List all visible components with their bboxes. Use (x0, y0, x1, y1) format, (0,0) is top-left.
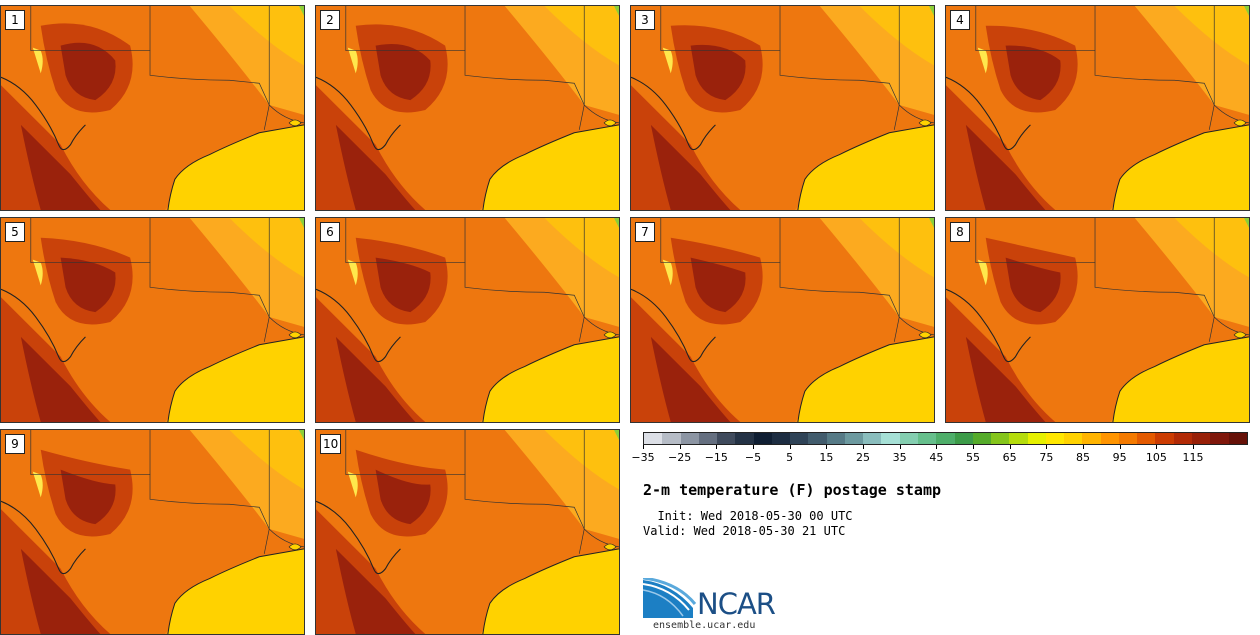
colorbar-tick (716, 445, 718, 449)
colorbar-cell (1082, 433, 1101, 444)
colorbar-cell (1210, 433, 1229, 444)
colorbar-cell (680, 433, 699, 444)
stamp-panel: 6 (315, 217, 620, 423)
stamp-number: 10 (320, 434, 342, 454)
colorbar-cell (1137, 433, 1156, 444)
colorbar-tick (1119, 445, 1121, 449)
stamp-number: 1 (5, 10, 25, 30)
stamp-panel: 4 (945, 5, 1250, 211)
colorbar-cell (917, 433, 937, 444)
colorbar-tick-label: 5 (786, 451, 794, 464)
colorbar-tick (753, 445, 754, 449)
colorbar-tick (826, 445, 828, 449)
logo-text: NCAR (697, 587, 776, 621)
stamp-panel: 2 (315, 5, 620, 211)
plot-title: 2-m temperature (F) postage stamp (643, 481, 942, 499)
colorbar-cell (753, 433, 772, 444)
colorbar-cell (954, 433, 973, 444)
colorbar-tick-label: −15 (704, 451, 728, 464)
colorbar-tick-label: 85 (1076, 451, 1090, 464)
stamp-panel: 9 (0, 429, 305, 635)
stamp-number: 8 (950, 222, 970, 242)
colorbar-tick (973, 445, 974, 449)
colorbar-cell (662, 433, 681, 444)
colorbar-tick-label: 65 (1002, 451, 1017, 464)
colorbar-tick-label: 115 (1182, 451, 1204, 464)
colorbar-cell (1155, 433, 1174, 444)
colorbar-cell (644, 433, 663, 444)
colorbar-tick-label: −25 (668, 451, 692, 464)
colorbar-cell (1228, 433, 1247, 444)
colorbar-tick (1156, 445, 1158, 449)
stamp-number: 3 (635, 10, 655, 30)
colorbar-cell (1009, 433, 1028, 444)
colorbar-cell (771, 433, 791, 444)
colorbar-cell (735, 433, 754, 444)
ncar-logo-icon (643, 578, 697, 618)
colorbar-cell (972, 433, 992, 444)
colorbar-cell (1064, 433, 1083, 444)
colorbar-cell (717, 433, 736, 444)
colorbar-cell (790, 433, 809, 444)
colorbar-cell (1100, 433, 1119, 444)
stamp-panel: 10 (315, 429, 620, 635)
colorbar-cell (1045, 433, 1065, 444)
colorbar-cell (1191, 433, 1211, 444)
colorbar-tick (679, 445, 681, 449)
stamp-panel: 7 (630, 217, 935, 423)
colorbar-tick-label: −35 (631, 451, 655, 464)
colorbar-tick (789, 445, 791, 449)
colorbar-tick-label: 15 (819, 451, 834, 464)
colorbar-cell (844, 433, 864, 444)
colorbar-tick (643, 445, 644, 449)
colorbar-tick (936, 445, 938, 449)
colorbar-cell (1118, 433, 1138, 444)
colorbar-cell (991, 433, 1010, 444)
colorbar-cell (698, 433, 718, 444)
colorbar-tick (1083, 445, 1084, 449)
temperature-colorbar (643, 432, 1248, 445)
colorbar-tick-label: 25 (856, 451, 870, 464)
colorbar-cell (808, 433, 827, 444)
stamp-panel: 8 (945, 217, 1250, 423)
valid-time: Valid: Wed 2018-05-30 21 UTC (643, 524, 846, 538)
stamp-number: 5 (5, 222, 25, 242)
stamp-number: 4 (950, 10, 970, 30)
stamp-number: 9 (5, 434, 25, 454)
colorbar-tick-label: 105 (1145, 451, 1167, 464)
stamp-panel: 5 (0, 217, 305, 423)
colorbar-cell (899, 433, 918, 444)
stamp-panel: 1 (0, 5, 305, 211)
colorbar-tick (1193, 445, 1194, 449)
init-time: Init: Wed 2018-05-30 00 UTC (643, 509, 853, 523)
colorbar-cell (863, 433, 882, 444)
colorbar-tick-label: 55 (966, 451, 980, 464)
stamp-number: 7 (635, 222, 655, 242)
colorbar-tick (863, 445, 864, 449)
stamp-number: 6 (320, 222, 340, 242)
colorbar-cell (881, 433, 900, 444)
colorbar-tick (1046, 445, 1048, 449)
stamp-number: 2 (320, 10, 340, 30)
stamp-panel: 3 (630, 5, 935, 211)
colorbar-cell (936, 433, 955, 444)
colorbar-cell (1173, 433, 1192, 444)
colorbar-tick-label: 35 (892, 451, 907, 464)
colorbar-tick-label: 95 (1112, 451, 1127, 464)
colorbar-cell (826, 433, 845, 444)
colorbar-tick-label: −5 (744, 451, 762, 464)
colorbar-tick-label: 75 (1039, 451, 1054, 464)
colorbar-tick (1009, 445, 1011, 449)
colorbar-ticks: −35 −25 −15 −5 5 15 25 35 45 55 65 75 85 95 105 115 (631, 445, 1248, 467)
logo-url[interactable]: ensemble.ucar.edu (653, 620, 756, 631)
colorbar-cell (1027, 433, 1046, 444)
colorbar-tick-label: 45 (929, 451, 944, 464)
colorbar-tick (899, 445, 901, 449)
